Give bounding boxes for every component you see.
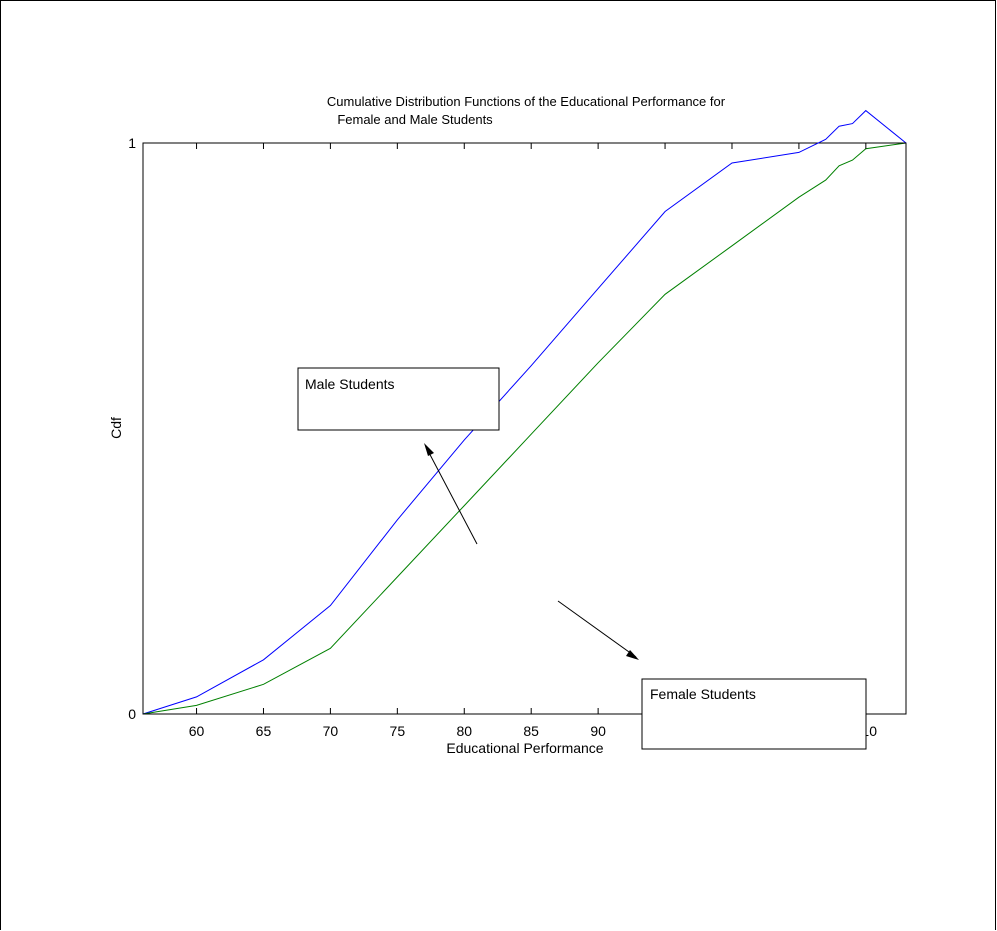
male-students-arrowhead xyxy=(424,443,434,456)
y-axis-label: Cdf xyxy=(108,417,124,439)
chart-title-line2: Female and Male Students xyxy=(337,112,493,127)
x-tick-label: 75 xyxy=(390,723,406,739)
female-students-annotation-box xyxy=(641,678,867,750)
tick-layer: 606570758085909510010511001 xyxy=(128,135,906,739)
x-tick-label: 60 xyxy=(189,723,205,739)
x-tick-label: 90 xyxy=(590,723,606,739)
series-line-0 xyxy=(142,109,907,715)
x-axis-label: Educational Performance xyxy=(446,740,603,756)
female-students-annotation-text: Female Students xyxy=(650,686,756,702)
series-layer xyxy=(142,109,907,715)
x-tick-label: 65 xyxy=(256,723,272,739)
plot-area xyxy=(142,142,907,715)
x-tick-label: 85 xyxy=(523,723,539,739)
male-students-annotation-box xyxy=(297,367,500,431)
series-line-1 xyxy=(142,142,907,715)
x-tick-label: 70 xyxy=(323,723,339,739)
female-students-arrowhead xyxy=(626,650,639,660)
chart-title-line1: Cumulative Distribution Functions of the… xyxy=(327,94,726,109)
male-students-annotation-text: Male Students xyxy=(305,376,395,392)
male-students-arrow xyxy=(425,446,478,545)
female-students-arrow xyxy=(557,600,637,658)
x-tick-label: 80 xyxy=(456,723,472,739)
y-tick-label: 0 xyxy=(128,706,136,722)
y-tick-label: 1 xyxy=(128,135,136,151)
